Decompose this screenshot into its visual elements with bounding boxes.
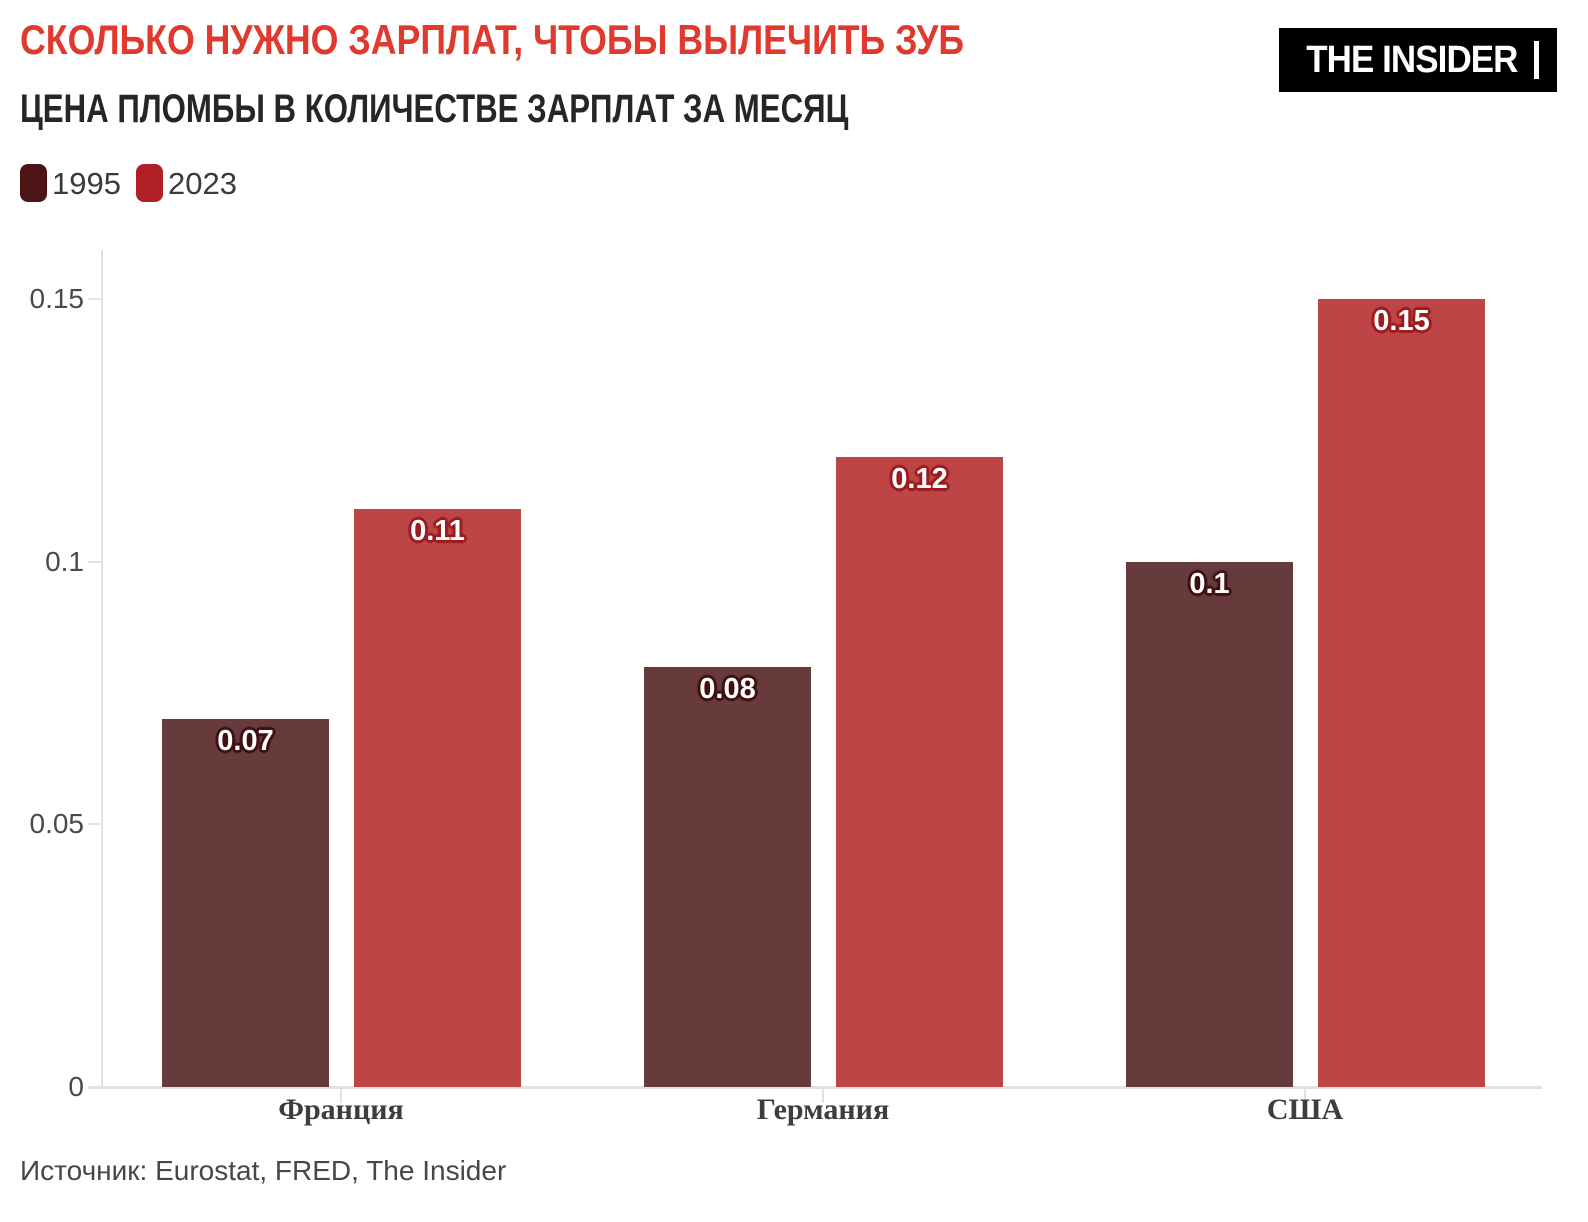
category-label: США	[1266, 1093, 1344, 1126]
x-axis-line	[88, 1086, 1542, 1089]
category-tick-mark	[822, 1089, 824, 1103]
y-tick-label: 0.1	[45, 546, 84, 577]
logo-cursor-bar	[1533, 41, 1539, 79]
chart-subtitle-text: ЦЕНА ПЛОМБЫ В КОЛИЧЕСТВЕ ЗАРПЛАТ ЗА МЕСЯ…	[20, 87, 849, 131]
bar-value-label: 0.07	[217, 725, 274, 757]
legend-label-2023: 2023	[167, 165, 237, 201]
y-tick-label: 0.05	[29, 808, 85, 839]
bar-1995-3: 0.1	[1126, 562, 1293, 1087]
legend-item-2023: 2023	[135, 164, 237, 202]
y-axis-line	[101, 250, 103, 1087]
the-insider-logo: THE INSIDER	[1279, 28, 1557, 92]
category-tick-mark	[1304, 1089, 1306, 1103]
bar-1995-1: 0.07	[162, 719, 329, 1087]
legend: 1995 2023	[20, 164, 237, 202]
source-note: Источник: Eurostat, FRED, The Insider	[20, 1155, 507, 1186]
bar-2023-1: 0.11	[354, 509, 521, 1087]
category-label: Франция	[278, 1093, 404, 1126]
category-label: Германия	[756, 1093, 890, 1126]
chart-title: СКОЛЬКО НУЖНО ЗАРПЛАТ, ЧТОБЫ ВЫЛЕЧИТЬ ЗУ…	[20, 16, 1131, 64]
y-tick-label: 0	[68, 1071, 84, 1102]
y-tick-mark	[88, 823, 103, 825]
chart-title-text: СКОЛЬКО НУЖНО ЗАРПЛАТ, ЧТОБЫ ВЫЛЕЧИТЬ ЗУ…	[20, 16, 965, 63]
bar-value-label: 0.11	[410, 515, 465, 547]
legend-item-1995: 1995	[20, 164, 121, 202]
bar-value-label: 0.12	[891, 463, 948, 495]
bar-1995-2: 0.08	[644, 667, 811, 1087]
y-tick-mark	[88, 561, 103, 563]
legend-swatch-1995	[20, 164, 47, 202]
y-tick-mark	[88, 1086, 103, 1088]
category-tick-mark	[340, 1089, 342, 1103]
bar-value-label: 0.1	[1189, 568, 1230, 600]
bar-2023-3: 0.15	[1318, 299, 1485, 1087]
legend-swatch-2023	[135, 164, 163, 202]
y-tick-label: 0.15	[29, 283, 85, 314]
chart-subtitle: ЦЕНА ПЛОМБЫ В КОЛИЧЕСТВЕ ЗАРПЛАТ ЗА МЕСЯ…	[20, 86, 1082, 132]
bar-value-label: 0.15	[1373, 305, 1430, 337]
legend-label-1995: 1995	[52, 165, 121, 201]
the-insider-logo-text: THE INSIDER	[1306, 38, 1518, 81]
bar-value-label: 0.08	[699, 673, 756, 705]
bar-2023-2: 0.12	[836, 457, 1003, 1087]
y-tick-mark	[88, 298, 103, 300]
